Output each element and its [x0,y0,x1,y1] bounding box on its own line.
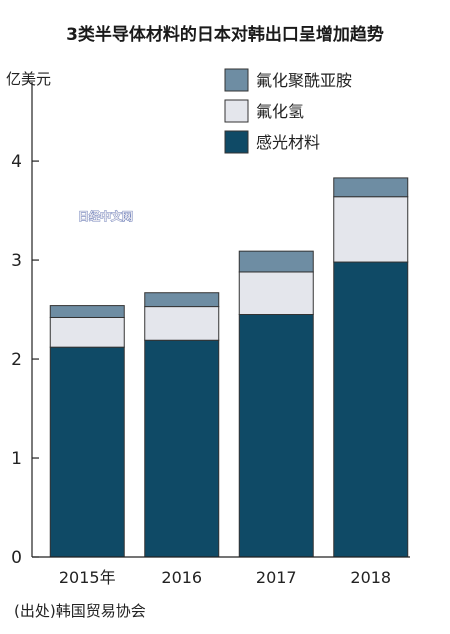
y-tick-label: 4 [11,152,22,172]
y-tick-label: 1 [11,449,22,469]
x-axis: 2015年 2016 2017 2018 [32,556,410,587]
bar-segment-fluorinated-polyimide [333,177,409,198]
bar-segment-hydrogen-fluoride [49,316,125,348]
x-tick-label: 2016 [161,568,202,587]
bars [49,177,409,558]
y-tick-label: 2 [11,350,22,370]
chart-title: 3类半导体材料的日本对韩出口呈增加趋势 [66,24,384,45]
y-unit-label: 亿美元 [6,70,51,88]
bar-segment-photoresist [144,339,220,558]
x-tick-label: 2015年 [59,568,116,587]
bar-segment-fluorinated-polyimide [238,250,314,273]
legend-swatch [224,130,249,154]
legend-label: 氟化氢 [256,102,304,121]
bar-segment-hydrogen-fluoride [238,271,314,316]
legend-label: 氟化聚酰亚胺 [256,71,352,90]
legend-swatch [224,68,249,92]
bar-segment-fluorinated-polyimide [49,305,125,318]
y-tick-label: 0 [11,548,22,568]
bar-segment-hydrogen-fluoride [144,306,220,341]
bar-segment-photoresist [238,314,314,558]
watermark: 日经中文网 [78,209,133,223]
bar-segment-photoresist [333,261,409,558]
y-axis: 0 1 2 3 4 [11,82,39,568]
bar-segment-photoresist [49,346,125,558]
bar-segment-hydrogen-fluoride [333,196,409,263]
bar-segment-fluorinated-polyimide [144,292,220,308]
x-tick-label: 2018 [350,568,391,587]
legend-label: 感光材料 [256,133,320,152]
legend-swatch [224,99,249,123]
y-tick-label: 3 [11,251,22,271]
x-tick-label: 2017 [256,568,297,587]
source-note: (出处)韩国贸易协会 [14,602,146,620]
